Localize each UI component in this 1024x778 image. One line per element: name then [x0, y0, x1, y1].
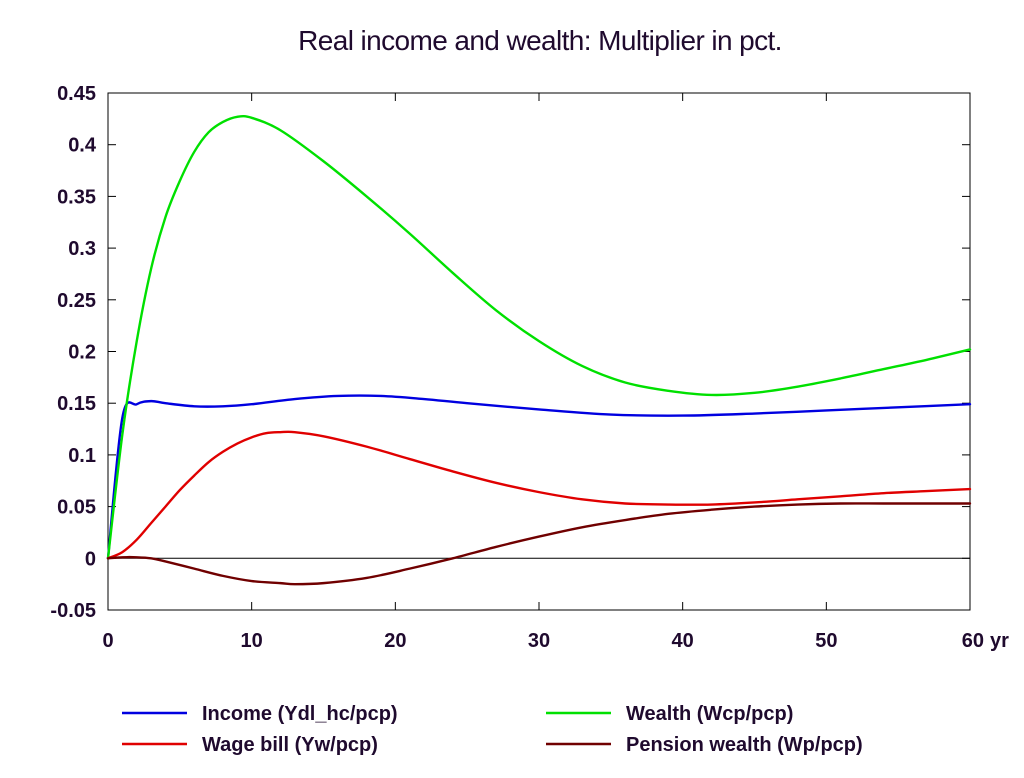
- x-axis-tick-labels: 0 10 20 30 40 50 60: [102, 630, 984, 652]
- series-layer: [106, 115, 972, 586]
- series-line-income: [106, 394, 972, 560]
- legend-label: Wage bill (Yw/pcp): [202, 734, 378, 756]
- y-tick-label: 0.3: [68, 238, 96, 260]
- x-tick-label: 30: [528, 630, 550, 652]
- y-tick-label: 0.15: [57, 393, 96, 415]
- legend-item-wealth: Wealth (Wcp/pcp): [546, 703, 793, 725]
- legend: Income (Ydl_hc/pcp) Wealth (Wcp/pcp) Wage …: [122, 703, 863, 756]
- y-tick-label: 0.05: [57, 497, 96, 519]
- y-axis-tick-labels: -0.05 0 0.05 0.1 0.15 0.2 0.25 0.3 0.35 0.4 0.45: [50, 83, 96, 622]
- legend-label: Pension wealth (Wp/pcp): [626, 734, 863, 756]
- x-tick-label: 10: [241, 630, 263, 652]
- legend-label: Income (Ydl_hc/pcp): [202, 703, 398, 725]
- x-axis-unit-label: yr: [990, 630, 1009, 652]
- y-tick-label: 0: [85, 548, 96, 570]
- series-line-wealth: [106, 115, 972, 560]
- x-tick-label: 0: [102, 630, 113, 652]
- y-tick-label: 0.35: [57, 186, 96, 208]
- y-tick-label: 0.2: [68, 342, 96, 364]
- legend-item-income: Income (Ydl_hc/pcp): [122, 703, 398, 725]
- y-tick-label: 0.4: [68, 135, 97, 157]
- plot-frame: [107, 92, 971, 611]
- x-tick-label: 60: [962, 630, 984, 652]
- axis-ticks: [107, 92, 971, 611]
- y-tick-label: 0.1: [68, 445, 96, 467]
- x-tick-label: 50: [815, 630, 837, 652]
- y-tick-label: -0.05: [50, 600, 96, 622]
- legend-item-wage-bill: Wage bill (Yw/pcp): [122, 734, 378, 756]
- series-line-pension-wealth: [106, 502, 972, 586]
- legend-item-pension-wealth: Pension wealth (Wp/pcp): [546, 734, 863, 756]
- x-tick-label: 20: [384, 630, 406, 652]
- y-tick-label: 0.25: [57, 290, 96, 312]
- y-tick-label: 0.45: [57, 83, 96, 105]
- series-line-wage-bill: [106, 430, 972, 560]
- legend-label: Wealth (Wcp/pcp): [626, 703, 793, 725]
- chart-title: Real income and wealth: Multiplier in pc…: [298, 25, 782, 56]
- x-tick-label: 40: [672, 630, 694, 652]
